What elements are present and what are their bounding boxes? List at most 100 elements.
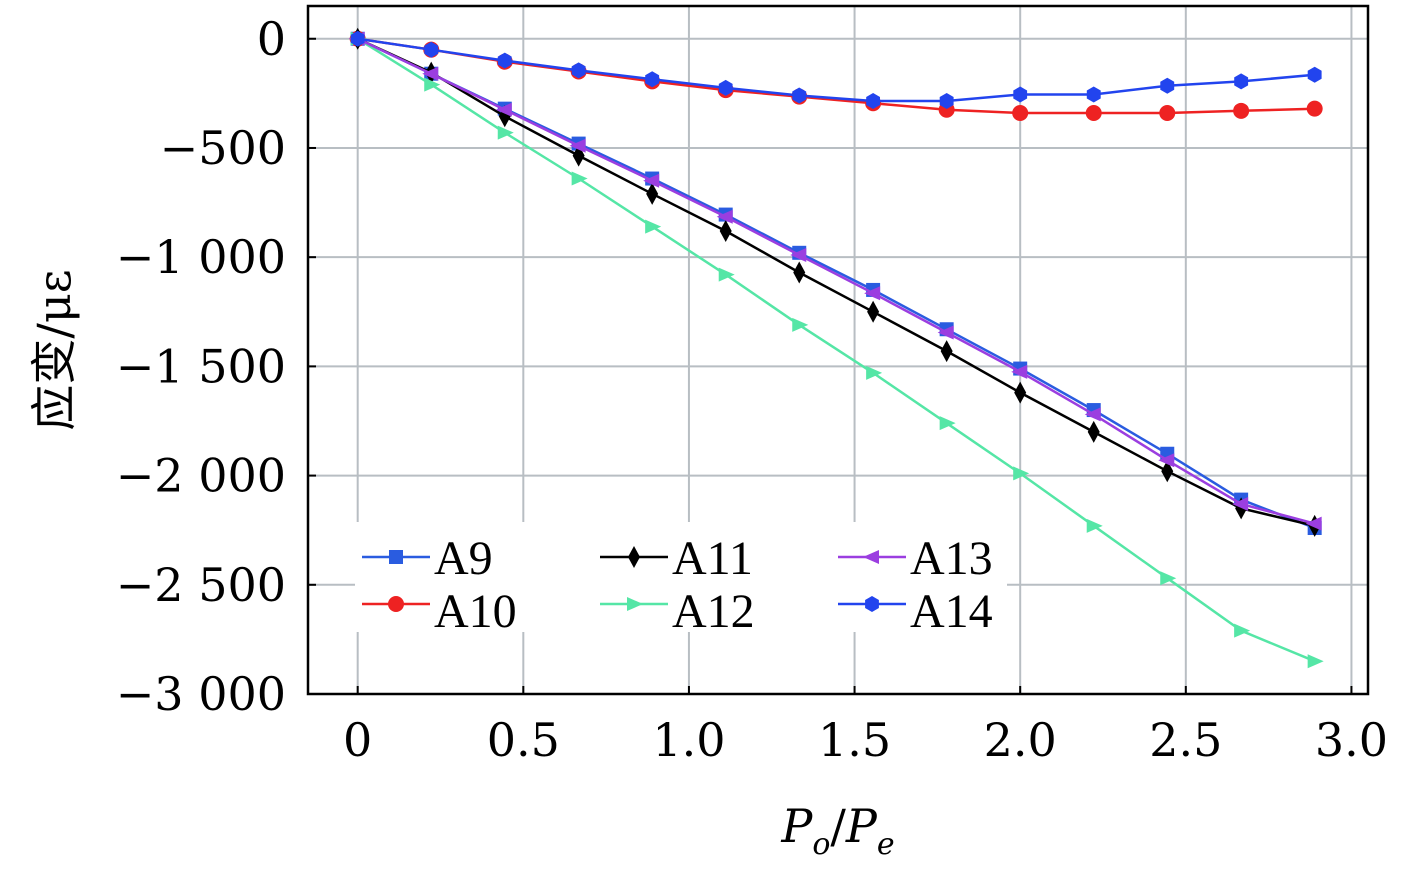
data-point-a14 [1013,86,1028,103]
data-point-a13 [1011,364,1028,379]
x-tick-label: 0.5 [487,713,560,767]
x-tick-label: 2.5 [1149,713,1222,767]
data-point-a10 [1012,105,1029,122]
series-line-a12 [357,37,1316,663]
series-a13 [348,31,1322,531]
data-point-a13 [1232,496,1249,511]
data-point-a14 [939,93,954,109]
series-a11 [351,27,1321,537]
data-point-a13 [1158,453,1175,468]
data-point-a10 [1085,105,1102,122]
y-tick-label: −1 500 [116,339,286,393]
data-point-a11 [1014,381,1027,404]
x-axis-ticks: 0 0.5 1.0 1.5 2.0 2.5 3.0 [343,686,1388,767]
data-point-a14 [424,41,439,58]
data-point-a12 [571,171,588,186]
series-a9 [350,31,1322,536]
data-point-a12 [866,365,883,380]
data-point-a13 [790,247,807,262]
legend-background [355,522,1007,632]
y-tick-label: −500 [160,121,286,175]
x-tick-label: 3.0 [1315,713,1388,767]
data-point-a14 [1234,73,1249,90]
data-point-a12 [1086,518,1103,533]
data-point-a11 [793,261,806,284]
data-point-a11 [940,340,953,363]
x-axis-title-part: P [780,799,813,853]
data-point-a12 [1013,466,1030,481]
x-tick-label: 2.0 [984,713,1057,767]
data-point-a10 [1306,100,1323,117]
series-line-a14 [357,37,1315,103]
y-tick-label: −1 000 [116,230,286,284]
data-point-a14 [1160,77,1175,94]
data-point-a11 [646,182,659,205]
y-tick-label: −3 000 [116,667,286,721]
data-point-a14 [792,87,807,104]
data-point-a14 [1307,66,1322,83]
series-layer [348,27,1324,669]
data-point-a13 [495,102,512,117]
series-a10 [349,30,1323,122]
data-point-a14 [645,71,660,88]
legend-label-a13: A13 [910,532,993,585]
legend-label-a11: A11 [672,532,753,585]
x-tick-label: 0 [343,713,372,767]
data-point-a11 [867,300,880,323]
data-point-a12 [1307,654,1324,669]
legend-label-a14: A14 [910,585,993,638]
data-point-a12 [792,317,809,332]
legend-marker-a14 [865,596,879,612]
data-point-a12 [497,125,514,140]
series-a12 [350,31,1324,669]
data-point-a14 [718,79,733,96]
data-point-a13 [1305,516,1322,531]
x-axis-title-part: P [845,799,878,853]
plot-frame [306,4,1370,696]
legend-label-a9: A9 [434,532,493,585]
y-axis-title: 应变/με [27,269,81,430]
legend-marker-a12 [627,597,643,611]
y-tick-label: −2 500 [116,558,286,612]
data-point-a13 [569,138,586,153]
data-point-a12 [645,219,662,234]
y-tick-label: 0 [257,12,286,66]
data-point-a11 [719,219,732,242]
x-axis-title-part: o [812,827,830,862]
data-point-a12 [939,416,956,431]
legend-label-a12: A12 [672,585,755,638]
data-point-a12 [1234,623,1251,638]
data-point-a13 [643,173,660,188]
legend-marker-a10 [388,596,404,612]
data-point-a12 [424,77,441,92]
x-tick-label: 1.5 [818,713,891,767]
data-point-a14 [497,52,512,69]
data-point-a13 [422,66,439,81]
data-point-a14 [866,93,880,109]
x-axis-title: Po/Pe [780,799,894,862]
series-a14 [350,30,1322,109]
legend-marker-a9 [389,550,403,564]
x-axis-title-part: / [830,799,846,853]
data-point-a10 [1233,102,1250,119]
data-point-a14 [350,30,365,47]
data-point-a10 [1159,105,1176,122]
data-point-a14 [1086,86,1101,103]
data-point-a12 [718,267,735,282]
x-tick-label: 1.0 [652,713,725,767]
series-line-a11 [357,37,1315,528]
data-point-a13 [937,325,954,340]
data-point-a13 [864,286,881,301]
data-point-a14 [571,62,586,79]
y-axis-ticks: 0 −500 −1 000 −1 500 −2 000 −2 500 −3 000 [116,12,316,721]
data-point-a11 [1161,460,1174,483]
y-tick-label: −2 000 [116,449,286,503]
data-point-a11 [1087,420,1100,443]
legend-marker-a13 [863,550,879,564]
data-point-a13 [716,209,733,224]
legend-label-a10: A10 [434,585,517,638]
data-point-a13 [1084,407,1101,422]
data-point-a12 [1160,571,1177,586]
